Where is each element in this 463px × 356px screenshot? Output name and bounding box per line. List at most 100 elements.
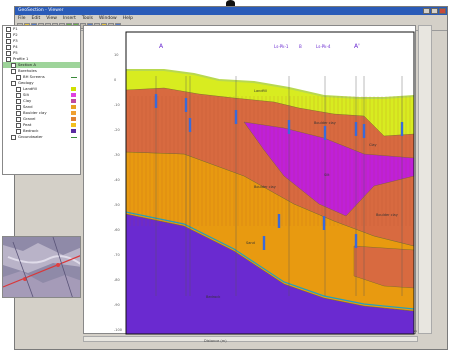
- tree-item[interactable]: Section A: [3, 62, 80, 68]
- tree-item[interactable]: Sand: [3, 104, 80, 110]
- ground-surface: [126, 69, 415, 99]
- borehole-screen[interactable]: [400, 122, 404, 136]
- checkbox-icon[interactable]: [16, 116, 21, 122]
- tree-item-label: Landfill: [23, 86, 37, 91]
- checkbox-icon[interactable]: [6, 26, 11, 32]
- groundwater-line: [125, 211, 415, 310]
- legend-swatch: [71, 87, 76, 91]
- legend-swatch: [71, 93, 76, 97]
- checkbox-icon[interactable]: [11, 134, 16, 140]
- checkbox-icon[interactable]: [6, 44, 11, 50]
- borehole-screen[interactable]: [362, 124, 366, 138]
- legend-swatch: [71, 129, 76, 133]
- tree-item[interactable]: Profile 1: [3, 56, 80, 62]
- checkbox-icon[interactable]: [6, 50, 11, 56]
- boulder-clay-label-upper: Boulder clay: [314, 121, 336, 125]
- menu-view[interactable]: View: [46, 16, 57, 21]
- borehole-screen[interactable]: [234, 110, 238, 124]
- window-title: GeoSection - Viewer: [18, 8, 64, 13]
- tree-item-label: P5: [13, 50, 18, 55]
- tree-item[interactable]: BH Screens: [3, 74, 80, 80]
- tree-item[interactable]: Clay: [3, 98, 80, 104]
- checkbox-icon[interactable]: [16, 128, 21, 134]
- borehole-screen[interactable]: [323, 126, 327, 140]
- checkbox-icon[interactable]: [16, 104, 21, 110]
- borehole-screen[interactable]: [184, 98, 188, 112]
- borehole-screen[interactable]: [188, 118, 192, 132]
- menu-help[interactable]: Help: [122, 16, 133, 21]
- hatch-pattern: [129, 96, 411, 226]
- borehole-screen-lower[interactable]: [262, 236, 266, 250]
- sand-label: Sand: [246, 241, 255, 245]
- silt-label: Silt: [324, 173, 330, 177]
- tree-item[interactable]: P2: [3, 32, 80, 38]
- section-frame: [125, 31, 415, 335]
- checkbox-icon[interactable]: [16, 86, 21, 92]
- borehole-screen-lower[interactable]: [322, 216, 326, 230]
- checkbox-icon[interactable]: [16, 92, 21, 98]
- boulder-clay-label-right: Boulder clay: [376, 213, 398, 217]
- checkbox-icon[interactable]: [6, 32, 11, 38]
- y-tick-label: -90: [114, 303, 120, 307]
- tree-item[interactable]: Boulder clay: [3, 110, 80, 116]
- geological-cross-section: 100-10-20-30-40-50-60-70-80-90-100 02040…: [114, 31, 420, 335]
- cross-section-canvas[interactable]: 100-10-20-30-40-50-60-70-80-90-100 02040…: [83, 25, 420, 335]
- borehole-screen[interactable]: [154, 94, 158, 108]
- vertical-scrollbar[interactable]: [418, 25, 432, 334]
- tree-item[interactable]: Boreholes: [3, 68, 80, 74]
- menu-insert[interactable]: Insert: [62, 16, 76, 21]
- tree-item[interactable]: Geology: [3, 80, 80, 86]
- tree-item[interactable]: Bedrock: [3, 128, 80, 134]
- legend-swatch: [71, 111, 76, 115]
- borehole-screen-lower[interactable]: [277, 214, 281, 228]
- tree-item[interactable]: P3: [3, 38, 80, 44]
- menu-file[interactable]: File: [18, 16, 26, 21]
- borehole-screen[interactable]: [354, 122, 358, 136]
- menu-edit[interactable]: Edit: [31, 16, 41, 21]
- y-tick-label: -40: [114, 178, 120, 182]
- checkbox-icon[interactable]: [16, 110, 21, 116]
- legend-swatch: [71, 99, 76, 103]
- legend-swatch: [71, 123, 76, 127]
- window-top-handle: [226, 0, 235, 6]
- menu-window[interactable]: Window: [98, 16, 117, 21]
- tree-item[interactable]: Gravel: [3, 116, 80, 122]
- checkbox-icon[interactable]: [6, 56, 11, 62]
- checkbox-icon[interactable]: [11, 62, 16, 68]
- checkbox-icon[interactable]: [11, 80, 16, 86]
- tree-item[interactable]: P1: [3, 26, 80, 32]
- maximize-button[interactable]: [431, 8, 438, 14]
- tree-item-label: Gravel: [23, 116, 36, 121]
- close-button[interactable]: [439, 8, 446, 14]
- checkbox-icon[interactable]: [6, 38, 11, 44]
- checkbox-icon[interactable]: [16, 74, 21, 80]
- legend-swatch: [71, 105, 76, 109]
- minimize-button[interactable]: [423, 8, 430, 14]
- checkbox-icon[interactable]: [16, 122, 21, 128]
- legend-line: [71, 136, 77, 138]
- tree-item[interactable]: P5: [3, 50, 80, 56]
- section-end-marker: A': [354, 43, 360, 50]
- y-tick-label: 10: [114, 53, 118, 57]
- menu-tools[interactable]: Tools: [81, 16, 93, 21]
- legend-line: [71, 76, 77, 78]
- landfill-label: Landfill: [254, 89, 267, 93]
- tree-item[interactable]: Silt: [3, 92, 80, 98]
- checkbox-icon[interactable]: [11, 68, 16, 74]
- tree-item-label: Section A: [18, 62, 36, 67]
- tree-item[interactable]: Peat: [3, 122, 80, 128]
- tree-item-label: Boreholes: [18, 68, 37, 73]
- tree-item-label: P2: [13, 32, 18, 37]
- tree-item-label: Boulder clay: [23, 110, 47, 115]
- horizontal-scrollbar[interactable]: Distance (m): [83, 336, 418, 343]
- borehole-screen[interactable]: [287, 120, 291, 134]
- tree-item[interactable]: Groundwater: [3, 134, 80, 140]
- borehole-screen-lower[interactable]: [354, 234, 358, 248]
- section-start-marker: A: [159, 43, 164, 50]
- tree-item[interactable]: Landfill: [3, 86, 80, 92]
- checkbox-icon[interactable]: [16, 98, 21, 104]
- overview-map-thumbnail[interactable]: [2, 236, 81, 298]
- y-axis: 10 0 -10 -20 -30 -40 -50 -60 -70 -80 -90 -100: [114, 53, 122, 332]
- legend-swatch: [71, 117, 76, 121]
- tree-item[interactable]: P4: [3, 44, 80, 50]
